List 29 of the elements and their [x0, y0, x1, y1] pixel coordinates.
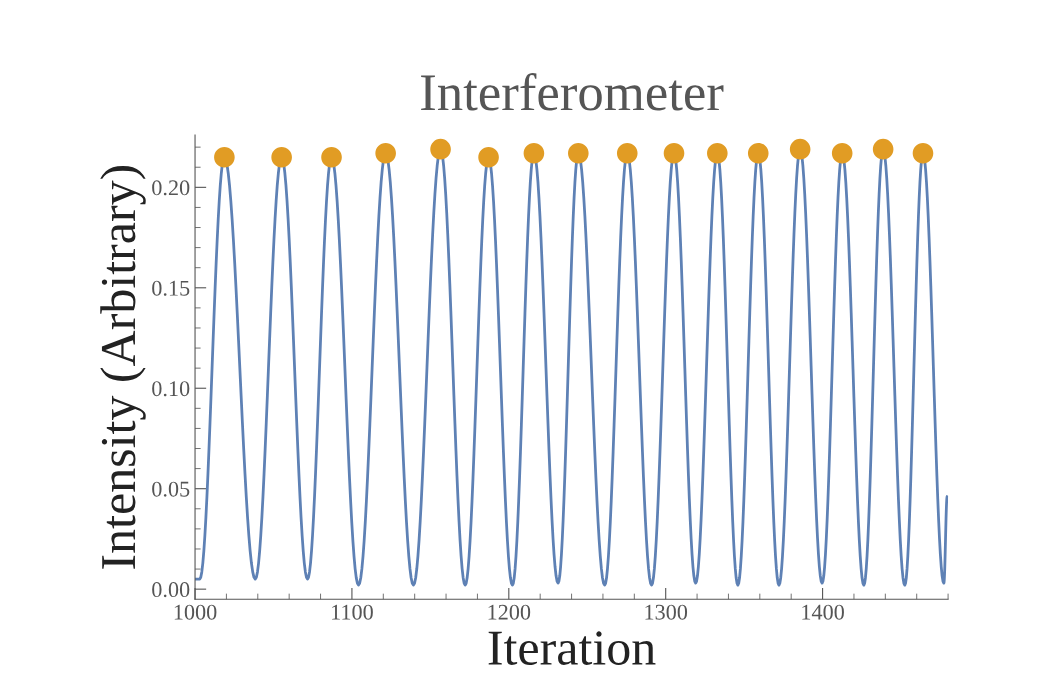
point [523, 142, 545, 164]
point [568, 142, 589, 164]
y-tick-label: 0.10 [152, 381, 190, 397]
point [271, 146, 292, 168]
x-axis-title: Iteration [488, 631, 656, 665]
point [214, 146, 235, 168]
x-tick-label: 1100 [332, 604, 373, 620]
x-tick-label: 1400 [802, 604, 844, 620]
point [747, 142, 769, 164]
point [872, 138, 894, 160]
point [912, 142, 934, 164]
y-tick-label: 0.15 [152, 280, 190, 296]
x-tick-label: 1300 [645, 604, 688, 620]
point [430, 138, 451, 160]
chart-title: Interferometer [421, 72, 724, 111]
x-tick-label: 1000 [174, 604, 217, 620]
point [707, 142, 728, 164]
point [321, 146, 342, 168]
y-axis-title: Intensity (Arbitrary) [100, 165, 146, 569]
x-tick-label: 1200 [488, 604, 531, 620]
y-tick-label: 0.20 [152, 180, 190, 196]
point [663, 142, 685, 164]
point [831, 142, 853, 164]
y-tick-label: 0.05 [152, 481, 190, 497]
point [478, 146, 499, 168]
y-tick-label: 0.00 [152, 582, 190, 598]
point [375, 142, 396, 164]
point [616, 142, 638, 164]
point [789, 138, 811, 160]
